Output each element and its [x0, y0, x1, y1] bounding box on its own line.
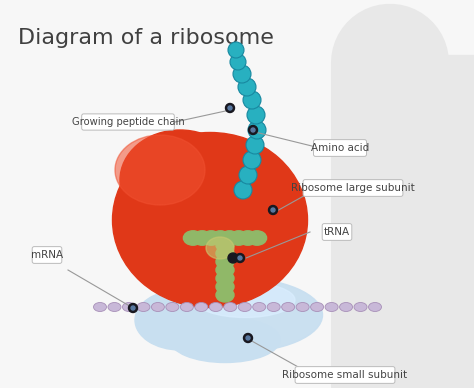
- Ellipse shape: [201, 231, 221, 245]
- Ellipse shape: [216, 280, 234, 294]
- Circle shape: [248, 121, 266, 139]
- Ellipse shape: [216, 263, 234, 277]
- Ellipse shape: [151, 303, 164, 312]
- Ellipse shape: [216, 255, 234, 268]
- Ellipse shape: [192, 231, 212, 245]
- Ellipse shape: [216, 288, 234, 302]
- Circle shape: [251, 128, 255, 132]
- FancyBboxPatch shape: [82, 114, 174, 130]
- Circle shape: [239, 166, 257, 184]
- Circle shape: [238, 78, 256, 96]
- Ellipse shape: [206, 237, 234, 259]
- Circle shape: [268, 206, 277, 215]
- Ellipse shape: [108, 303, 121, 312]
- FancyBboxPatch shape: [303, 180, 403, 196]
- Circle shape: [128, 303, 137, 312]
- Text: Amino acid: Amino acid: [311, 143, 369, 153]
- Ellipse shape: [253, 303, 266, 312]
- Circle shape: [228, 42, 244, 58]
- Ellipse shape: [216, 238, 234, 252]
- Circle shape: [234, 181, 252, 199]
- Ellipse shape: [137, 303, 150, 312]
- Ellipse shape: [224, 303, 237, 312]
- Text: mRNA: mRNA: [31, 250, 63, 260]
- Ellipse shape: [238, 231, 257, 245]
- FancyBboxPatch shape: [322, 223, 352, 241]
- Circle shape: [246, 336, 250, 340]
- Circle shape: [236, 253, 245, 263]
- Ellipse shape: [296, 303, 309, 312]
- Ellipse shape: [147, 277, 322, 353]
- Circle shape: [243, 91, 261, 109]
- Circle shape: [226, 104, 235, 113]
- Text: Growing peptide chain: Growing peptide chain: [72, 117, 184, 127]
- Ellipse shape: [247, 231, 266, 245]
- Ellipse shape: [238, 303, 251, 312]
- Ellipse shape: [220, 231, 239, 245]
- Ellipse shape: [216, 246, 234, 260]
- Ellipse shape: [135, 290, 225, 350]
- Ellipse shape: [195, 303, 208, 312]
- Ellipse shape: [282, 303, 295, 312]
- Bar: [390, 55, 474, 388]
- Circle shape: [131, 306, 135, 310]
- Circle shape: [271, 208, 275, 212]
- Ellipse shape: [112, 132, 308, 308]
- Ellipse shape: [267, 303, 280, 312]
- Ellipse shape: [195, 282, 295, 317]
- Circle shape: [233, 65, 251, 83]
- Ellipse shape: [368, 303, 382, 312]
- FancyBboxPatch shape: [295, 367, 395, 383]
- Ellipse shape: [93, 303, 107, 312]
- Circle shape: [230, 54, 246, 70]
- Ellipse shape: [166, 303, 179, 312]
- Circle shape: [248, 125, 257, 135]
- Circle shape: [228, 253, 238, 263]
- Ellipse shape: [180, 303, 193, 312]
- Text: Ribosome small subunit: Ribosome small subunit: [283, 370, 408, 380]
- Circle shape: [246, 136, 264, 154]
- Ellipse shape: [354, 303, 367, 312]
- Ellipse shape: [229, 231, 248, 245]
- Ellipse shape: [122, 303, 136, 312]
- Circle shape: [243, 151, 261, 169]
- Circle shape: [247, 106, 265, 124]
- Ellipse shape: [115, 135, 205, 205]
- Ellipse shape: [211, 231, 230, 245]
- FancyBboxPatch shape: [313, 140, 366, 156]
- Circle shape: [228, 106, 232, 110]
- Text: Ribosome large subunit: Ribosome large subunit: [291, 183, 415, 193]
- Ellipse shape: [170, 317, 280, 362]
- Text: Diagram of a ribosome: Diagram of a ribosome: [18, 28, 274, 48]
- Ellipse shape: [216, 271, 234, 285]
- Ellipse shape: [339, 303, 353, 312]
- Ellipse shape: [310, 303, 324, 312]
- Ellipse shape: [210, 303, 222, 312]
- FancyBboxPatch shape: [32, 247, 62, 263]
- Text: tRNA: tRNA: [324, 227, 350, 237]
- Circle shape: [238, 256, 242, 260]
- Ellipse shape: [183, 231, 202, 245]
- Ellipse shape: [120, 130, 240, 230]
- Circle shape: [244, 334, 253, 343]
- Ellipse shape: [325, 303, 338, 312]
